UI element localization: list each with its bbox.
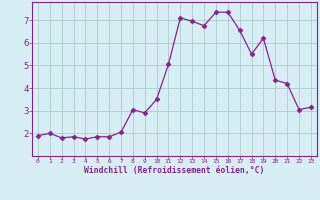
X-axis label: Windchill (Refroidissement éolien,°C): Windchill (Refroidissement éolien,°C) xyxy=(84,166,265,175)
